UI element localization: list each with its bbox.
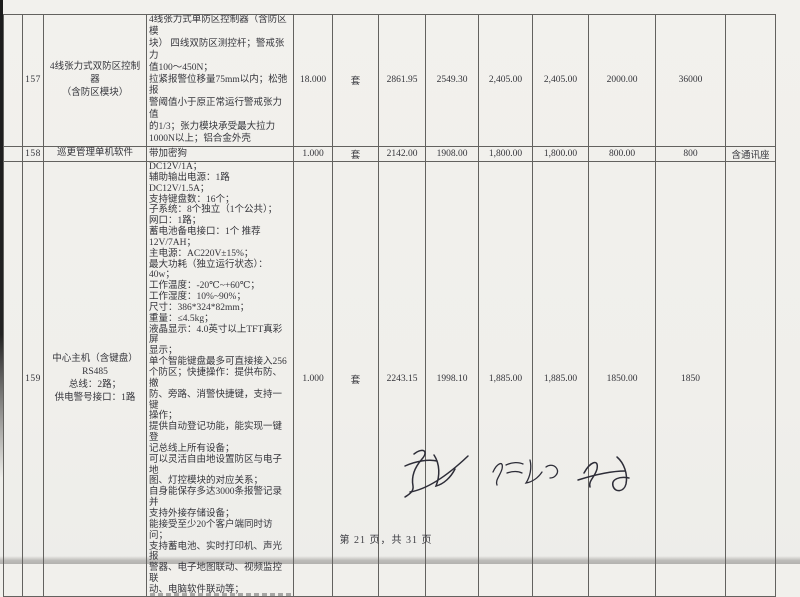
signature-2 bbox=[492, 459, 559, 486]
remark-cell bbox=[725, 160, 776, 597]
price-cell-4: 2,405.00 bbox=[532, 14, 589, 147]
spec-cell: 带加密狗 bbox=[146, 145, 294, 162]
item-name-cell: 巡更管理单机软件 bbox=[43, 145, 147, 162]
table-row-157: 157 4线张力式双防区控制器 （含防区模块） 4线张力式单防区控制器（含防区模… bbox=[3, 14, 776, 147]
price-cell-5: 800.00 bbox=[588, 145, 656, 162]
signature-1 bbox=[404, 449, 469, 498]
signature-3 bbox=[577, 456, 630, 492]
spec-text: DC12V/1A； 辅助输出电源：1路 DC12V/1.5A； 支持键盘数：16… bbox=[149, 161, 287, 595]
clipped-text-fragment bbox=[150, 592, 293, 596]
quantity-cell: 1.000 bbox=[293, 145, 333, 162]
quantity-cell: 1.000 bbox=[293, 160, 333, 597]
spec-cell: DC12V/1A； 辅助输出电源：1路 DC12V/1.5A； 支持键盘数：16… bbox=[146, 160, 294, 597]
bill-of-quantities-table: 157 4线张力式双防区控制器 （含防区模块） 4线张力式单防区控制器（含防区模… bbox=[3, 14, 776, 597]
margin-cell bbox=[3, 145, 23, 162]
item-name-cell: 4线张力式双防区控制器 （含防区模块） bbox=[43, 14, 147, 147]
price-cell-6: 1850 bbox=[655, 160, 726, 597]
quantity-cell: 18.000 bbox=[293, 14, 333, 147]
price-cell-2: 1998.10 bbox=[425, 160, 479, 597]
price-cell-3: 1,885.00 bbox=[478, 160, 533, 597]
handwritten-signatures bbox=[404, 449, 630, 498]
margin-cell bbox=[3, 14, 23, 147]
price-cell-4: 1,885.00 bbox=[532, 160, 589, 597]
price-cell-3: 1,800.00 bbox=[478, 145, 533, 162]
price-cell-6: 800 bbox=[655, 145, 726, 162]
remark-cell bbox=[725, 14, 776, 147]
table-row-159: 159 中心主机（含键盘）RS485 总线：2路； 供电警号接口：1路 DC12… bbox=[3, 160, 776, 597]
table-row-158: 158 巡更管理单机软件 带加密狗 1.000 套 2142.00 1908.0… bbox=[3, 145, 776, 162]
price-cell-1: 2142.00 bbox=[378, 145, 426, 162]
price-cell-2: 1908.00 bbox=[425, 145, 479, 162]
spec-cell: 4线张力式单防区控制器（含防区模 块） 四线双防区测控杆；警戒张力 值100～4… bbox=[146, 14, 294, 147]
price-cell-2: 2549.30 bbox=[425, 14, 479, 147]
price-cell-4: 1,800.00 bbox=[532, 145, 589, 162]
seq-cell: 158 bbox=[22, 145, 44, 162]
price-cell-1: 2243.15 bbox=[378, 160, 426, 597]
seq-cell: 157 bbox=[22, 14, 44, 147]
item-name-cell: 中心主机（含键盘）RS485 总线：2路； 供电警号接口：1路 bbox=[43, 160, 147, 597]
price-cell-3: 2,405.00 bbox=[478, 14, 533, 147]
price-cell-5: 2000.00 bbox=[588, 14, 656, 147]
unit-cell: 套 bbox=[332, 14, 379, 147]
page-footer: 第 21 页，共 31 页 bbox=[339, 535, 433, 546]
unit-cell: 套 bbox=[332, 145, 379, 162]
price-cell-6: 36000 bbox=[655, 14, 726, 147]
price-cell-5: 1850.00 bbox=[588, 160, 656, 597]
price-cell-1: 2861.95 bbox=[378, 14, 426, 147]
scan-edge-left bbox=[0, 0, 3, 478]
remark-cell: 含通讯座 bbox=[725, 145, 776, 162]
